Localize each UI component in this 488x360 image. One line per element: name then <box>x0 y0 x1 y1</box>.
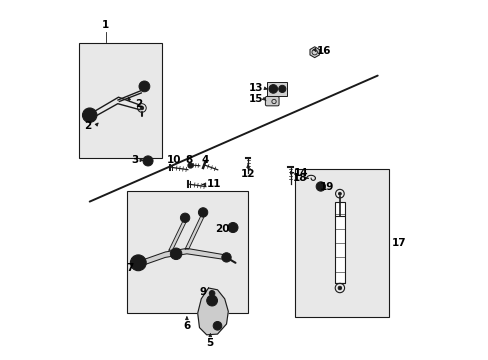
Text: 4: 4 <box>201 155 208 165</box>
Text: 8: 8 <box>185 155 193 165</box>
Circle shape <box>130 255 146 271</box>
FancyBboxPatch shape <box>265 96 279 106</box>
Bar <box>266 82 286 96</box>
Text: 19: 19 <box>320 182 334 192</box>
Circle shape <box>88 114 91 117</box>
Text: 15: 15 <box>248 94 263 104</box>
Circle shape <box>271 87 275 91</box>
Text: 10: 10 <box>167 155 181 165</box>
Circle shape <box>145 159 150 163</box>
Text: 18: 18 <box>292 173 307 183</box>
Circle shape <box>224 256 228 259</box>
Polygon shape <box>309 47 319 58</box>
Circle shape <box>180 213 189 222</box>
Circle shape <box>318 184 322 189</box>
Circle shape <box>82 108 97 122</box>
Polygon shape <box>168 220 186 250</box>
Circle shape <box>140 106 143 110</box>
Circle shape <box>209 291 215 296</box>
Circle shape <box>230 225 235 230</box>
Bar <box>127 191 247 313</box>
Circle shape <box>278 85 285 93</box>
Circle shape <box>280 87 283 90</box>
Bar <box>79 43 162 158</box>
Circle shape <box>139 81 149 92</box>
Circle shape <box>137 261 140 264</box>
Text: 14: 14 <box>293 168 308 178</box>
Polygon shape <box>144 248 223 265</box>
Circle shape <box>173 251 178 256</box>
Circle shape <box>206 295 217 306</box>
Text: 11: 11 <box>206 179 221 189</box>
Circle shape <box>134 259 142 266</box>
Circle shape <box>338 192 341 195</box>
Text: 17: 17 <box>391 238 406 248</box>
Circle shape <box>337 286 341 290</box>
Text: 5: 5 <box>206 338 213 348</box>
Text: 16: 16 <box>316 46 330 56</box>
Text: 9: 9 <box>199 287 206 297</box>
Circle shape <box>268 85 277 93</box>
Text: 6: 6 <box>183 321 190 331</box>
Circle shape <box>170 248 182 260</box>
Text: 13: 13 <box>248 83 263 93</box>
Bar <box>334 202 345 283</box>
Circle shape <box>86 112 93 119</box>
Bar <box>294 169 387 317</box>
Circle shape <box>316 182 325 191</box>
Text: 3: 3 <box>131 155 138 165</box>
Polygon shape <box>185 215 204 249</box>
Circle shape <box>213 321 222 330</box>
Text: 7: 7 <box>126 263 134 273</box>
Text: 12: 12 <box>241 168 255 179</box>
Text: 1: 1 <box>102 20 109 30</box>
Circle shape <box>142 156 153 166</box>
Polygon shape <box>197 288 228 335</box>
Circle shape <box>198 208 207 217</box>
Circle shape <box>227 222 238 233</box>
Circle shape <box>222 253 231 262</box>
Circle shape <box>183 216 187 220</box>
Circle shape <box>142 84 146 89</box>
Text: 2: 2 <box>134 99 142 109</box>
Text: 20: 20 <box>215 224 229 234</box>
Circle shape <box>201 210 205 215</box>
Text: 2: 2 <box>84 121 91 131</box>
